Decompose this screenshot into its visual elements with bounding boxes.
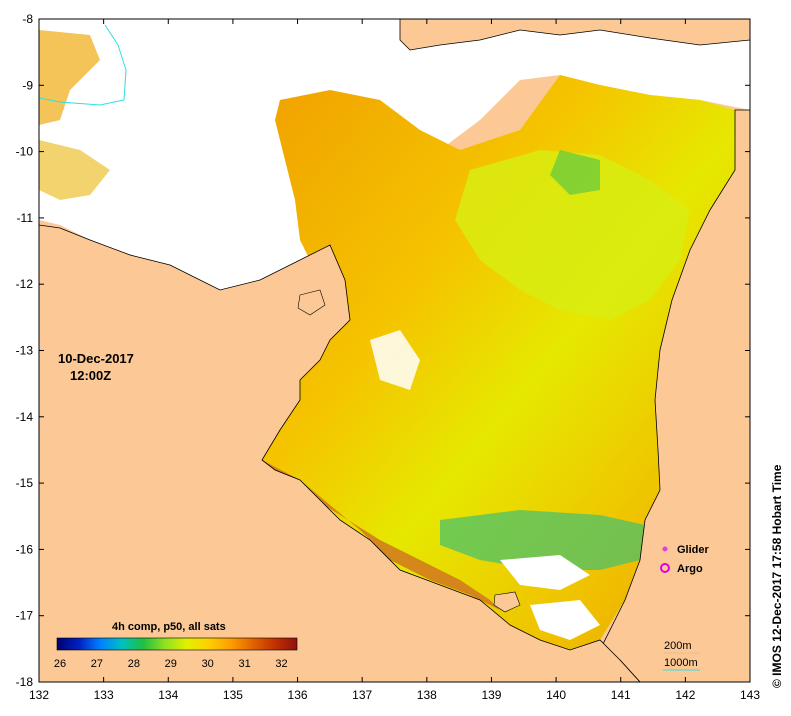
y-tick-label: -12 — [16, 277, 34, 291]
x-tick-label: 142 — [675, 688, 695, 702]
x-tick-label: 137 — [352, 688, 372, 702]
no-data-south-1 — [500, 555, 590, 590]
y-tick-label: -18 — [16, 675, 34, 689]
colorbar-tick-label: 30 — [202, 658, 214, 670]
island-1 — [297, 289, 326, 316]
map-date-label: 10-Dec-2017 — [58, 351, 134, 366]
x-tick-label: 132 — [29, 688, 49, 702]
y-tick-label: -8 — [22, 12, 33, 26]
sst-cool-south — [440, 510, 645, 570]
bathy-200m-label: 200m — [664, 640, 692, 652]
argo-label: Argo — [677, 563, 703, 575]
map-time-label: 12:00Z — [70, 368, 111, 383]
colorbar-ticks: 26 27 28 29 30 31 32 — [54, 658, 288, 670]
cape-york-land — [599, 109, 750, 682]
x-tick-label: 135 — [223, 688, 243, 702]
y-tick-label: -16 — [16, 542, 34, 556]
colorbar-tick-label: 29 — [165, 658, 177, 670]
glider-marker-icon — [662, 546, 668, 552]
x-tick-label: 139 — [481, 688, 501, 702]
bathy-1000m-label: 1000m — [664, 657, 698, 669]
colorbar-title: 4h comp, p50, all sats — [112, 621, 226, 633]
argo-legend: Argo — [660, 563, 703, 575]
glider-label: Glider — [677, 544, 710, 556]
x-tick-label: 133 — [94, 688, 114, 702]
bathymetry-1000m-line — [39, 24, 127, 106]
y-tick-label: -9 — [22, 78, 33, 92]
sst-green-patch — [550, 150, 600, 195]
map-content — [39, 19, 750, 682]
island-2 — [493, 591, 521, 613]
colorbar-tick-label: 32 — [275, 658, 287, 670]
colorbar-tick-label: 28 — [128, 658, 140, 670]
y-tick-label: -13 — [16, 344, 34, 358]
y-tick-label: -14 — [16, 410, 34, 424]
colorbar-tick-label: 31 — [238, 658, 250, 670]
argo-marker-icon — [660, 563, 670, 573]
y-tick-label: -15 — [16, 476, 34, 490]
y-axis-ticks: -8 -9 -10 -11 -12 -13 -14 -15 -16 -17 -18 — [16, 12, 750, 689]
arnhem-land — [39, 224, 641, 682]
x-tick-label: 143 — [740, 688, 760, 702]
x-tick-label: 140 — [546, 688, 566, 702]
x-tick-label: 134 — [158, 688, 178, 702]
colorbar — [56, 637, 298, 651]
glider-legend: Glider — [662, 544, 710, 556]
no-data-south-2 — [530, 600, 600, 640]
sst-warm-south — [262, 460, 500, 610]
sst-cool-center — [455, 150, 690, 320]
y-tick-label: -10 — [16, 145, 34, 159]
colorbar-tick-label: 26 — [54, 658, 66, 670]
x-axis-ticks: 132 133 134 135 136 137 138 139 140 141 142 143 — [29, 19, 760, 702]
x-tick-label: 141 — [611, 688, 631, 702]
credit-text: © IMOS 12-Dec-2017 17:58 Hobart Time — [770, 464, 784, 688]
png-land — [399, 19, 750, 51]
y-tick-label: -17 — [16, 609, 34, 623]
y-tick-label: -11 — [17, 211, 34, 225]
no-data-inner — [370, 330, 420, 390]
x-tick-label: 138 — [417, 688, 437, 702]
colorbar-tick-label: 27 — [91, 658, 103, 670]
x-tick-label: 136 — [288, 688, 308, 702]
sst-patch-w — [39, 140, 110, 200]
